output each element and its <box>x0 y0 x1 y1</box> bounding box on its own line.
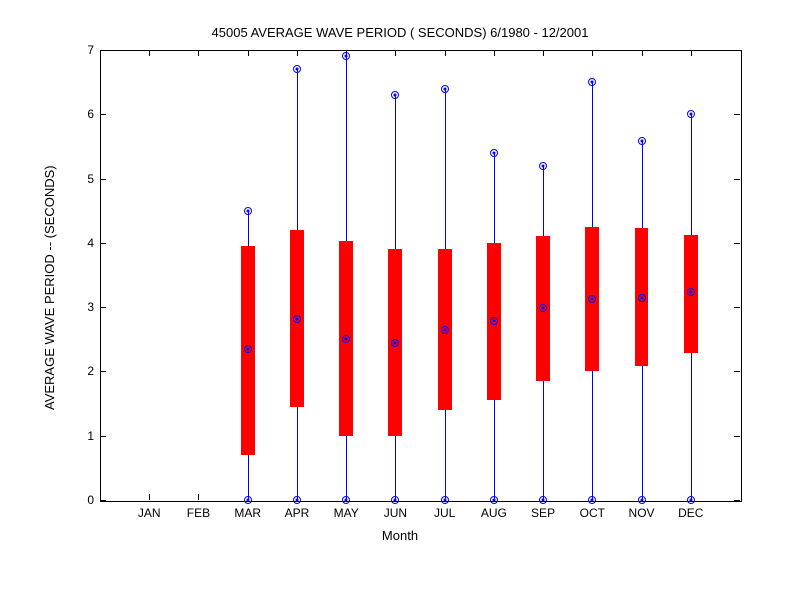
x-tick-label: SEP <box>531 506 555 520</box>
whisker-marker-dot <box>640 296 643 299</box>
y-tick-label: 2 <box>78 364 94 378</box>
x-tick-label: APR <box>285 506 310 520</box>
whisker-marker-dot <box>394 499 397 502</box>
y-tick <box>734 114 740 115</box>
whisker-marker-dot <box>394 94 397 97</box>
x-tick <box>543 50 544 56</box>
whisker-marker-dot <box>394 341 397 344</box>
whisker-marker-dot <box>492 499 495 502</box>
x-tick <box>248 50 249 56</box>
whisker-marker-dot <box>640 140 643 143</box>
whisker-marker-dot <box>345 55 348 58</box>
x-tick <box>494 50 495 56</box>
x-tick-label: MAR <box>234 506 261 520</box>
whisker-marker-dot <box>492 320 495 323</box>
whisker-marker-dot <box>689 291 692 294</box>
whisker-marker-dot <box>591 499 594 502</box>
y-tick <box>734 371 740 372</box>
y-axis-label: AVERAGE WAVE PERIOD -- (SECONDS) <box>42 165 57 410</box>
x-axis-label: Month <box>0 528 800 543</box>
whisker-marker-dot <box>345 499 348 502</box>
x-tick <box>691 50 692 56</box>
whisker-marker-dot <box>443 328 446 331</box>
y-tick-label: 1 <box>78 429 94 443</box>
y-tick-label: 0 <box>78 493 94 507</box>
figure-container: 45005 AVERAGE WAVE PERIOD ( SECONDS) 6/1… <box>0 0 800 600</box>
whisker-marker-dot <box>492 151 495 154</box>
y-tick <box>734 436 740 437</box>
chart-title: 45005 AVERAGE WAVE PERIOD ( SECONDS) 6/1… <box>0 25 800 40</box>
x-tick <box>642 50 643 56</box>
whisker-marker-dot <box>295 317 298 320</box>
x-tick <box>149 494 150 500</box>
y-tick-label: 5 <box>78 172 94 186</box>
y-tick <box>100 371 106 372</box>
x-tick-label: JUN <box>384 506 407 520</box>
y-tick-label: 4 <box>78 236 94 250</box>
whisker-marker-dot <box>246 347 249 350</box>
y-tick <box>734 243 740 244</box>
whisker-marker-dot <box>246 209 249 212</box>
y-tick <box>734 307 740 308</box>
x-tick-label: MAY <box>334 506 359 520</box>
whisker-marker-dot <box>591 298 594 301</box>
x-tick-label: AUG <box>481 506 507 520</box>
x-tick-label: NOV <box>629 506 655 520</box>
y-tick <box>734 500 740 501</box>
whisker-marker-dot <box>689 499 692 502</box>
y-tick <box>734 50 740 51</box>
y-tick-label: 7 <box>78 43 94 57</box>
x-tick-label: OCT <box>580 506 605 520</box>
x-tick <box>445 50 446 56</box>
x-tick <box>592 50 593 56</box>
x-tick <box>198 50 199 56</box>
whisker-marker-dot <box>443 87 446 90</box>
whisker-marker-dot <box>295 68 298 71</box>
y-tick <box>100 114 106 115</box>
x-tick <box>149 50 150 56</box>
y-tick <box>100 243 106 244</box>
y-tick <box>100 179 106 180</box>
whisker-marker-dot <box>345 338 348 341</box>
y-tick <box>100 307 106 308</box>
x-tick-label: JUL <box>434 506 455 520</box>
whisker-marker-dot <box>542 164 545 167</box>
whisker-marker-dot <box>443 499 446 502</box>
y-tick <box>100 50 106 51</box>
whisker-marker-dot <box>542 499 545 502</box>
x-tick <box>297 50 298 56</box>
whisker-marker-dot <box>689 113 692 116</box>
whisker-marker-dot <box>295 499 298 502</box>
y-tick-label: 6 <box>78 107 94 121</box>
x-tick-label: FEB <box>187 506 210 520</box>
y-tick-label: 3 <box>78 300 94 314</box>
y-tick <box>734 179 740 180</box>
y-tick <box>100 500 106 501</box>
x-tick <box>198 494 199 500</box>
whisker-marker-dot <box>542 307 545 310</box>
x-tick <box>395 50 396 56</box>
whisker-marker-dot <box>591 81 594 84</box>
x-tick-label: DEC <box>678 506 703 520</box>
y-tick <box>100 436 106 437</box>
x-tick-label: JAN <box>138 506 161 520</box>
whisker-marker-dot <box>640 499 643 502</box>
whisker-marker-dot <box>246 499 249 502</box>
